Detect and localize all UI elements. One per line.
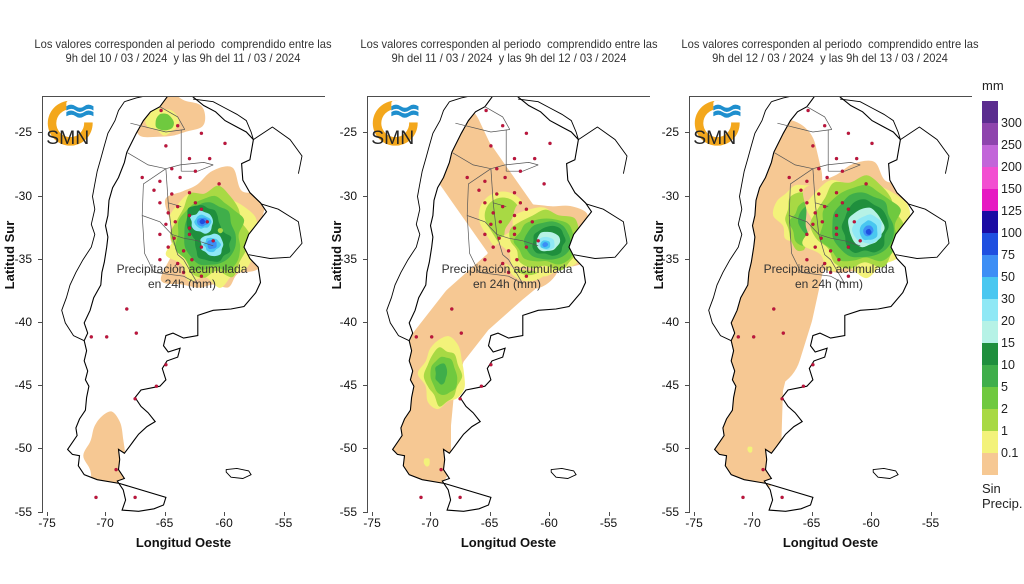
svg-text:SMN: SMN [372,127,414,148]
svg-text:SMN: SMN [47,127,89,148]
svg-text:SMN: SMN [694,127,736,148]
